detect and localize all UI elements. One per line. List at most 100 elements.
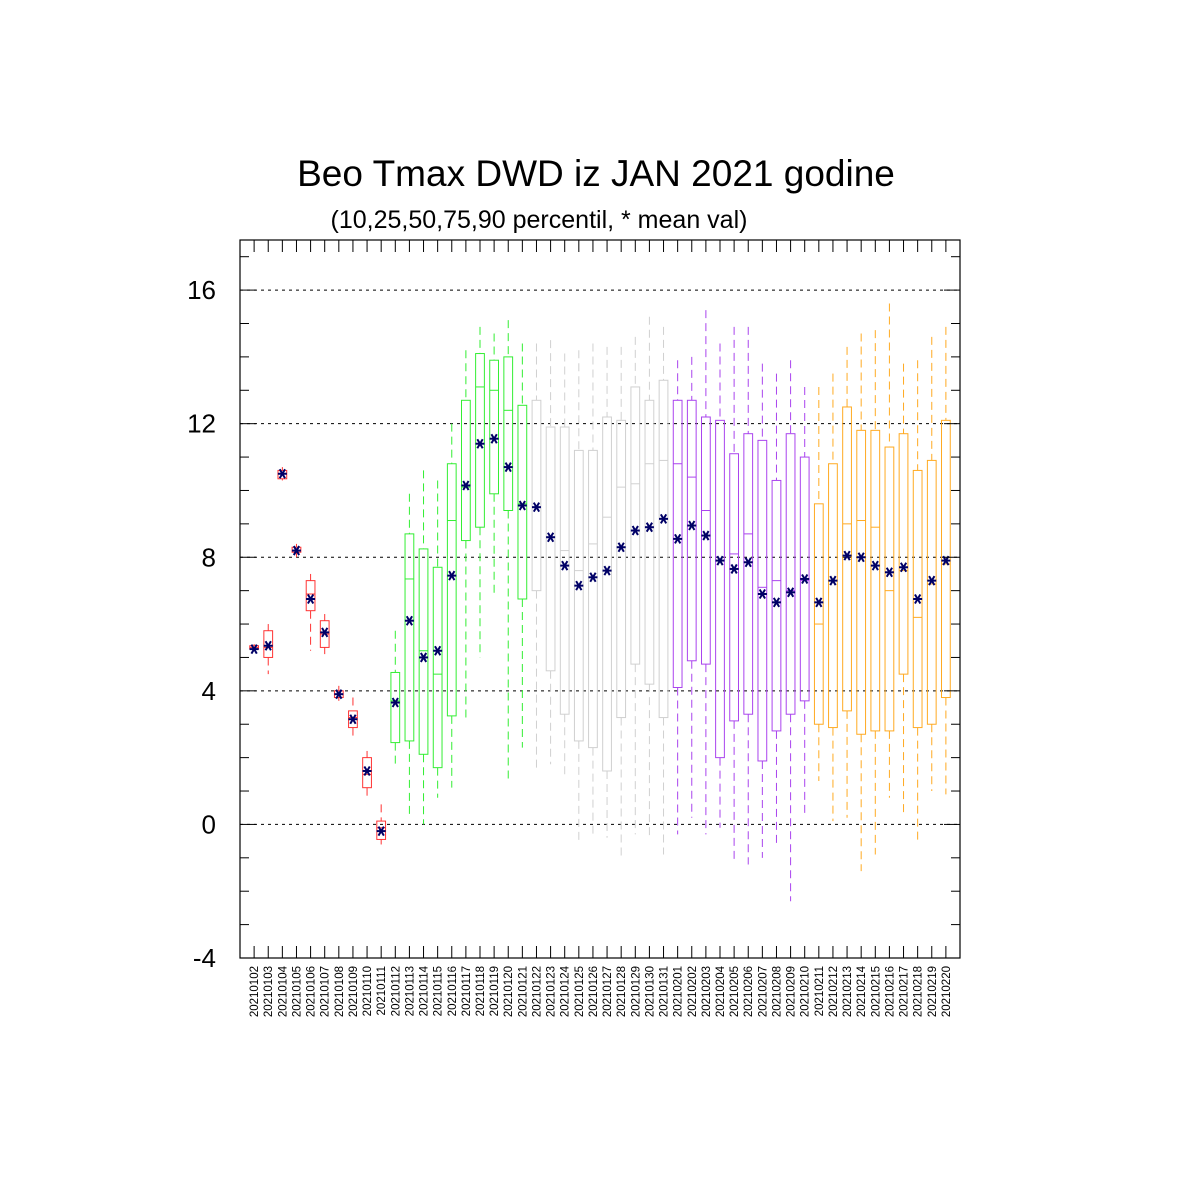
iqr-box [630, 386, 641, 665]
mean-marker [757, 588, 767, 600]
mean-marker [433, 645, 443, 656]
mean-marker [659, 513, 669, 524]
box-20210127 [602, 346, 612, 838]
iqr-box [616, 419, 627, 719]
x-tick-label: 20210210 [800, 966, 812, 1017]
mean-marker [687, 520, 697, 531]
box-20210130 [644, 316, 655, 838]
mean-marker [630, 525, 640, 536]
box-20210119 [489, 333, 499, 598]
mean-marker [574, 580, 584, 591]
box-20210106 [305, 573, 316, 651]
x-tick-label: 20210203 [701, 966, 713, 1017]
x-tick-label: 20210113 [404, 966, 416, 1016]
x-tick-label: 20210213 [842, 966, 854, 1017]
box-20210216 [884, 303, 895, 798]
iqr-box [390, 671, 401, 744]
iqr-box [517, 404, 528, 600]
iqr-box [602, 416, 612, 772]
mean-marker [842, 550, 852, 561]
chart-title: Beo Tmax DWD iz JAN 2021 godine [297, 153, 895, 194]
mean-marker [291, 545, 301, 556]
x-tick-label: 20210207 [757, 966, 769, 1017]
mean-marker [828, 575, 838, 586]
x-tick-label: 20210220 [941, 966, 953, 1017]
mean-marker [673, 533, 683, 544]
mean-marker [475, 438, 485, 449]
mean-marker [884, 567, 894, 578]
x-tick-label: 20210202 [687, 966, 699, 1017]
iqr-box [898, 433, 909, 675]
box-20210211 [813, 386, 824, 782]
x-tick-label: 20210114 [419, 965, 431, 1016]
x-tick-label: 20210105 [291, 966, 303, 1017]
mean-marker [489, 433, 499, 444]
iqr-box [715, 419, 725, 759]
x-tick-label: 20210129 [630, 966, 642, 1017]
x-tick-label: 20210111 [376, 966, 388, 1015]
box-20210214 [856, 333, 867, 872]
iqr-box [884, 446, 895, 732]
box-20210215 [870, 330, 881, 855]
mean-marker [899, 562, 909, 573]
mean-marker [715, 555, 725, 566]
mean-marker [602, 565, 612, 576]
box-20210201 [672, 360, 683, 835]
iqr-box [432, 566, 443, 769]
box-20210131 [658, 326, 669, 855]
box-20210205 [729, 326, 739, 862]
y-tick-label: 12 [187, 409, 216, 439]
iqr-box [941, 419, 951, 699]
iqr-box [559, 426, 570, 715]
mean-marker [856, 552, 866, 563]
iqr-box [771, 479, 782, 732]
mean-marker [461, 480, 471, 491]
box-20210202 [686, 356, 697, 818]
mean-marker [546, 532, 556, 543]
iqr-box [842, 406, 852, 712]
x-axis: 20210102 20210103 20210104 20210105 20210106… [249, 240, 953, 1017]
x-tick-label: 20210212 [828, 966, 840, 1017]
box-20210128 [616, 346, 627, 858]
mean-marker [419, 652, 429, 663]
x-tick-label: 20210215 [870, 966, 882, 1017]
x-tick-label: 20210130 [644, 966, 656, 1017]
mean-marker [560, 560, 570, 571]
box-20210206 [743, 326, 754, 865]
x-tick-label: 20210131 [659, 966, 671, 1017]
mean-marker [277, 468, 287, 479]
iqr-box [686, 399, 697, 662]
box-20210207 [757, 363, 768, 858]
x-tick-label: 20210206 [743, 966, 755, 1017]
box-20210208 [771, 373, 782, 845]
mean-marker [447, 570, 457, 581]
box-20210115 [432, 480, 443, 798]
mean-marker [701, 530, 711, 541]
mean-marker [531, 502, 541, 513]
x-tick-label: 20210208 [771, 966, 783, 1017]
mean-marker [588, 572, 598, 583]
iqr-box [644, 399, 655, 685]
x-tick-label: 20210116 [447, 966, 459, 1016]
box-20210114 [418, 470, 429, 825]
y-tick-label: 16 [187, 275, 216, 305]
mean-marker [348, 714, 358, 725]
mean-marker [249, 644, 259, 655]
x-tick-label: 20210123 [546, 966, 558, 1017]
y-tick-label: -4 [193, 943, 216, 973]
box-20210126 [588, 343, 598, 838]
iqr-box [418, 548, 429, 755]
mean-marker [800, 573, 810, 584]
gridlines [240, 289, 960, 825]
box-20210125 [573, 350, 584, 842]
mean-marker [870, 560, 880, 571]
x-tick-label: 20210118 [475, 966, 487, 1016]
box-20210118 [475, 326, 485, 658]
box-20210203 [701, 310, 711, 835]
box-20210123 [545, 340, 556, 765]
iqr-box [489, 359, 499, 495]
mean-marker [786, 587, 796, 598]
x-tick-label: 20210204 [715, 965, 727, 1017]
